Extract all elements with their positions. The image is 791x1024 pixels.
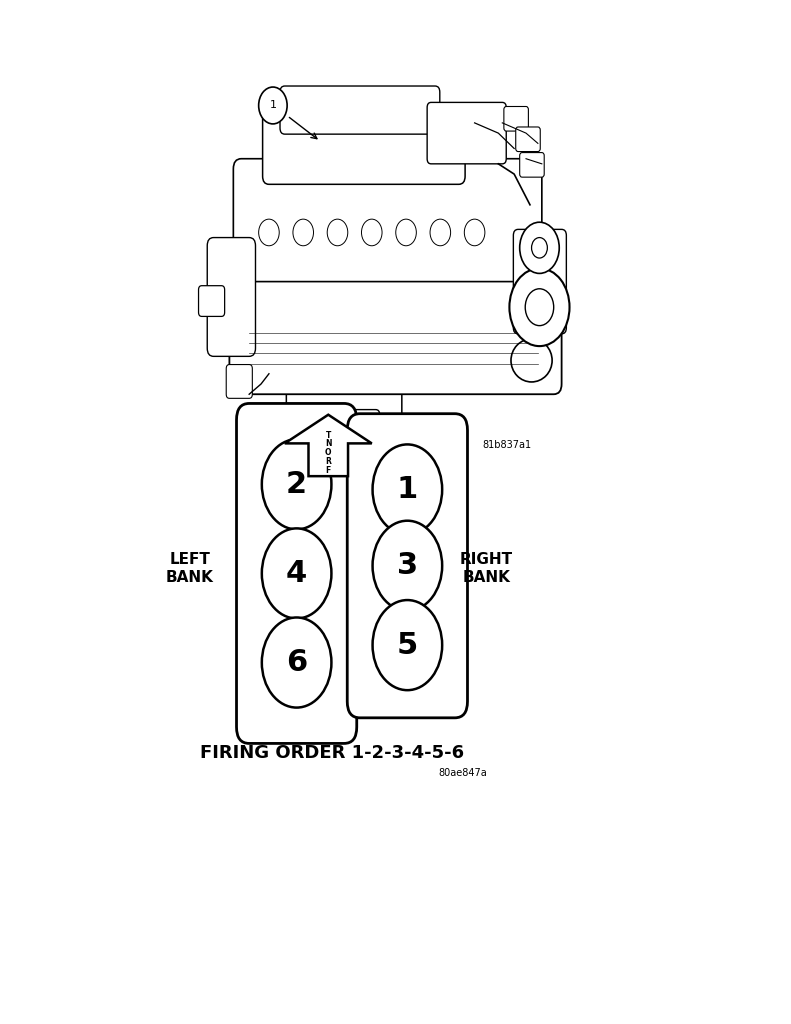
- FancyBboxPatch shape: [263, 112, 465, 184]
- Circle shape: [293, 219, 313, 246]
- Text: 4: 4: [286, 559, 307, 588]
- FancyBboxPatch shape: [229, 251, 562, 394]
- FancyBboxPatch shape: [520, 153, 544, 177]
- Circle shape: [262, 439, 331, 529]
- Text: FIRING ORDER 1-2-3-4-5-6: FIRING ORDER 1-2-3-4-5-6: [200, 743, 464, 762]
- Circle shape: [520, 222, 559, 273]
- Circle shape: [327, 219, 348, 246]
- Text: 1: 1: [397, 475, 418, 504]
- Circle shape: [532, 238, 547, 258]
- FancyBboxPatch shape: [320, 410, 380, 451]
- FancyBboxPatch shape: [516, 127, 540, 152]
- Text: 2: 2: [286, 470, 307, 499]
- Circle shape: [259, 87, 287, 124]
- FancyBboxPatch shape: [233, 159, 542, 282]
- Circle shape: [525, 289, 554, 326]
- Text: T: T: [326, 431, 331, 439]
- Text: RIGHT
BANK: RIGHT BANK: [460, 552, 513, 585]
- Circle shape: [262, 617, 331, 708]
- Circle shape: [509, 268, 570, 346]
- Text: 81b837a1: 81b837a1: [483, 440, 532, 451]
- Circle shape: [259, 219, 279, 246]
- Text: 5: 5: [397, 631, 418, 659]
- Text: O: O: [325, 449, 331, 457]
- Text: R: R: [325, 457, 331, 466]
- Ellipse shape: [511, 339, 552, 382]
- FancyBboxPatch shape: [286, 376, 402, 433]
- FancyBboxPatch shape: [207, 238, 255, 356]
- Circle shape: [396, 219, 416, 246]
- Circle shape: [361, 219, 382, 246]
- FancyBboxPatch shape: [347, 414, 467, 718]
- Text: 80ae847a: 80ae847a: [438, 768, 487, 778]
- FancyBboxPatch shape: [280, 86, 440, 134]
- FancyBboxPatch shape: [504, 106, 528, 131]
- Circle shape: [373, 600, 442, 690]
- Text: F: F: [326, 466, 331, 474]
- Polygon shape: [285, 415, 372, 476]
- FancyBboxPatch shape: [237, 403, 357, 743]
- Text: 3: 3: [397, 551, 418, 581]
- FancyBboxPatch shape: [226, 365, 252, 398]
- Circle shape: [430, 219, 451, 246]
- Circle shape: [262, 528, 331, 618]
- FancyBboxPatch shape: [513, 229, 566, 334]
- Circle shape: [373, 520, 442, 610]
- Circle shape: [464, 219, 485, 246]
- FancyBboxPatch shape: [427, 102, 506, 164]
- FancyBboxPatch shape: [199, 286, 225, 316]
- Circle shape: [373, 444, 442, 535]
- Text: 1: 1: [270, 100, 276, 111]
- Text: N: N: [325, 439, 331, 449]
- Text: 6: 6: [286, 648, 307, 677]
- Text: LEFT
BANK: LEFT BANK: [166, 552, 214, 585]
